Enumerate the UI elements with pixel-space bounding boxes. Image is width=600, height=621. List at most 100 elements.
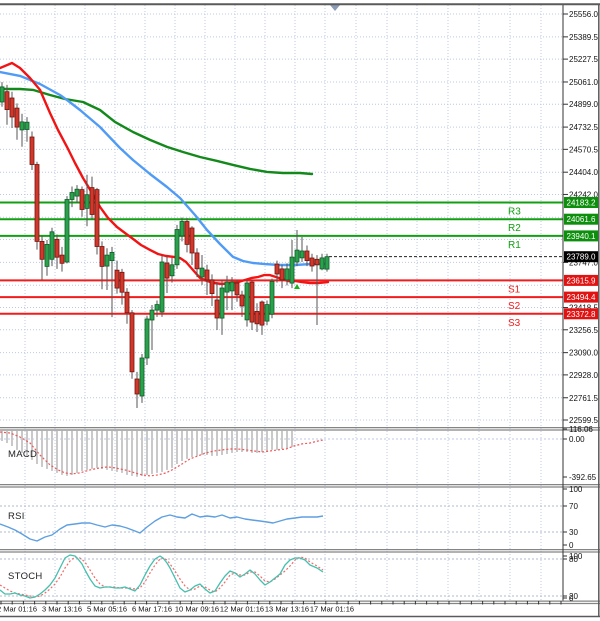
macd-bar [246,431,248,452]
candle-down [79,189,85,210]
candle-down [304,250,310,262]
stoch-panel-label: STOCH [8,571,43,582]
price-level-badge [564,308,598,320]
candle-up [179,221,185,237]
macd-bar [1,431,3,441]
scroll-position-marker [330,5,340,11]
candle-down [209,279,215,294]
price-tick-label: 23256.5 [569,326,598,335]
candle-up [264,304,270,322]
macd-bar [221,431,223,455]
candle-up [139,357,145,397]
time-axis-label: 5 Mar 05:16 [87,605,127,614]
candle-down [29,136,35,165]
buy-signal-marker [294,284,300,289]
indicator-tick-label: 80 [569,555,578,564]
candle-down [14,107,20,128]
macd-bar [71,431,73,475]
macd-bar [131,431,133,476]
time-axis-label: 2 Mar 01:16 [0,605,37,614]
candle-down [164,262,170,279]
candle-down [89,187,95,215]
macd-bar [186,431,188,459]
candle-up [284,268,290,281]
candle-down [4,91,10,110]
indicator-tick-label: 116.06 [569,425,593,434]
macd-bar [236,431,238,452]
macd-bar [146,431,148,475]
candle-up [44,243,50,267]
price-tick-label: 22928.0 [569,371,598,380]
support-label: S2 [508,301,521,312]
price-tick-label: 22599.5 [569,416,598,425]
candle-down [134,378,140,395]
indicator-tick-label: 20 [569,592,578,601]
price-level-badge [564,274,598,286]
macd-bar [96,431,98,468]
candle-down [94,189,100,247]
candle-down [34,164,40,242]
macd-bar [16,431,18,450]
indicator-tick-label: 0 [569,541,574,550]
macd-bar [26,431,28,456]
time-axis-label: 13 Mar 13:16 [265,605,309,614]
macd-bar [141,431,143,476]
ma-slow-green [0,87,314,176]
macd-panel-label: MACD [8,449,38,460]
candle-down [9,97,15,118]
candle-down [99,246,105,267]
macd-bar [121,431,123,473]
time-axis-label: 17 Mar 01:16 [310,605,354,614]
macd-bar [116,431,118,472]
candle-up [19,121,25,131]
macd-bar [86,431,88,470]
macd-bar [81,431,83,471]
indicator-tick-label: 70 [569,502,578,511]
price-level-badge-label: 23372.8 [567,310,596,319]
rsi-line [0,513,324,542]
candle-down [39,240,45,260]
candle-down [279,268,285,281]
price-tick-label: 22761.5 [569,394,598,403]
macd-bar [11,431,13,446]
price-tick-label: 25556.0 [569,10,598,19]
macd-bar [41,431,43,467]
candle-up [169,264,175,277]
price-tick-label: 25061.0 [569,78,598,87]
macd-bar [126,431,128,475]
resistance-label: R2 [508,223,521,234]
price-level-badge [564,230,598,242]
macd-bar [231,431,233,453]
candle-up [174,229,180,266]
macd-bar [166,431,168,470]
price-tick-label: 24242.0 [569,190,598,199]
macd-bar [256,431,258,453]
rsi-panel-label: RSI [8,511,25,522]
candle-down [314,258,320,266]
macd-histogram [1,431,293,477]
macd-bar [156,431,158,473]
price-tick-label: 24404.0 [569,168,598,177]
indicator-tick-label: 30 [569,528,578,537]
candle-down [234,282,240,296]
price-tick-label: 23090.0 [569,349,598,358]
macd-bar [251,431,253,453]
candle-up [244,282,250,321]
price-level-badge-label: 23615.9 [567,276,596,285]
candle-up [84,194,90,209]
support-label: S1 [508,284,521,295]
ma-fast-red [0,61,330,286]
candle-down [204,269,210,281]
macd-bar [106,431,108,470]
stoch-k-line [0,554,324,599]
current-price-badge [564,251,598,263]
support-label: S3 [508,318,521,329]
price-tick-label: 25227.5 [569,55,598,64]
candle-down [259,301,265,326]
candle-down [239,294,245,307]
candle-down [194,252,200,270]
macd-bar [211,431,213,456]
macd-bar [286,431,288,448]
